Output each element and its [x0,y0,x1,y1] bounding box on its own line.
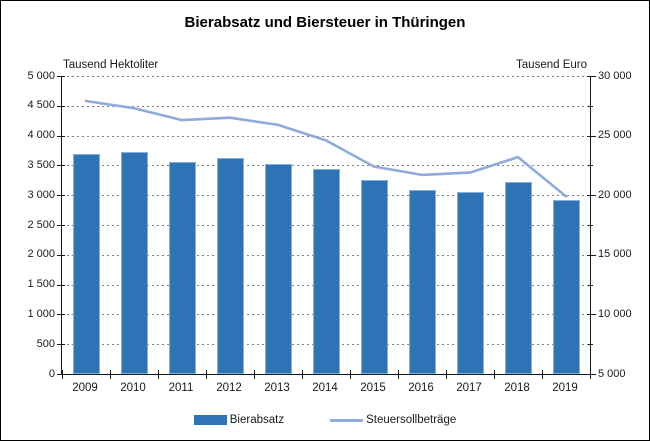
left-axis-tick-label: 3 000 [27,188,55,201]
plot-area [57,76,596,379]
right-axis-tick-label: 25 000 [598,129,632,142]
gridline [62,165,590,167]
x-axis-tick [590,370,591,379]
x-axis-tick [62,370,63,379]
bar-2012 [216,157,244,374]
x-axis-label-2016: 2016 [408,382,434,394]
x-axis-label-2014: 2014 [312,382,338,394]
right-axis-tick [587,195,596,197]
right-axis-tick [587,374,596,375]
x-axis-tick [446,370,447,379]
x-axis-label-2012: 2012 [216,382,242,394]
legend-item-steuersollbetraege: Steuersollbeträge [330,414,456,426]
left-axis-tick [57,225,65,226]
left-axis-tick [57,284,65,286]
bar-2016 [408,190,436,374]
left-axis-tick-label: 500 [36,337,55,350]
x-axis-tick [494,370,495,379]
left-axis-tick-label: 1 500 [27,278,55,291]
bar-2010 [120,152,148,374]
x-axis-tick [158,370,159,379]
right-axis-title: Tausend Euro [516,59,587,71]
x-axis-tick [398,370,399,379]
left-axis-tick [57,135,65,137]
right-axis-tick [587,314,596,316]
right-axis-tick [587,254,596,256]
x-axis-label-2017: 2017 [456,382,482,394]
left-axis-tick-label: 3 500 [27,158,55,171]
legend-label-bierabsatz: Bierabsatz [229,414,285,426]
left-axis-tick-label: 2 500 [27,218,55,231]
left-axis-tick-label: 4 000 [27,129,55,142]
x-axis-label-2009: 2009 [72,382,98,394]
bar-2018 [504,182,532,374]
right-axis-minor-tick [588,284,593,286]
x-axis-tick [350,370,351,379]
bar-series-swatch [193,415,227,425]
gridline [62,76,590,77]
legend-label-steuersollbetraege: Steuersollbeträge [366,414,457,426]
right-axis-minor-tick [588,344,593,346]
bar-2013 [264,163,292,374]
tax-line [84,99,568,198]
right-axis-minor-tick [588,225,593,226]
gridline [62,105,590,107]
left-axis-tick [57,374,65,375]
x-axis-tick [542,370,543,379]
x-axis-tick [302,370,303,379]
right-axis-tick-label: 30 000 [598,69,632,82]
x-axis-tick [110,370,111,379]
right-axis-tick-label: 5 000 [598,367,626,380]
bar-2019 [552,200,580,374]
left-axis-tick-label: 1 000 [27,307,55,320]
left-axis-tick-label: 5 000 [27,69,55,82]
right-axis-tick-label: 20 000 [598,188,632,201]
right-axis-tick [587,135,596,137]
left-axis-tick [57,76,65,77]
chart-title: Bierabsatz und Biersteuer in Thüringen [184,14,466,31]
left-axis-tick [57,254,65,256]
bar-2017 [456,191,484,374]
left-axis-tick-label: 0 [48,367,55,380]
x-axis-label-2011: 2011 [168,382,194,394]
left-axis-tick [57,314,65,316]
left-axis-tick [57,344,65,346]
x-axis-label-2013: 2013 [264,382,290,394]
right-axis-minor-tick [588,105,593,107]
left-axis-tick [57,105,65,107]
left-axis-tick [57,195,65,197]
x-axis-label-2010: 2010 [120,382,146,394]
right-axis-tick-label: 15 000 [598,248,632,261]
bar-2009 [72,153,100,374]
bar-2015 [360,179,388,374]
x-axis-label-2015: 2015 [360,382,386,394]
x-axis-label-2019: 2019 [552,382,578,394]
bar-2014 [312,169,340,374]
chart-legend: Bierabsatz Steuersollbeträge [1,414,649,426]
x-axis-label-2018: 2018 [504,382,530,394]
x-axis-tick [254,370,255,379]
left-axis-tick-label: 4 500 [27,99,55,112]
right-axis-minor-tick [588,165,593,167]
left-axis-title: Tausend Hektoliter [63,59,159,71]
tax-line-layer [84,99,568,198]
left-axis-tick [57,165,65,167]
line-series-swatch [330,418,364,422]
bar-2011 [168,162,196,374]
gridline [62,135,590,137]
x-axis-tick [206,370,207,379]
right-axis-tick [587,76,596,77]
left-axis-tick-label: 2 000 [27,248,55,261]
right-axis-tick-label: 10 000 [598,307,632,320]
legend-item-bierabsatz: Bierabsatz [193,414,285,426]
